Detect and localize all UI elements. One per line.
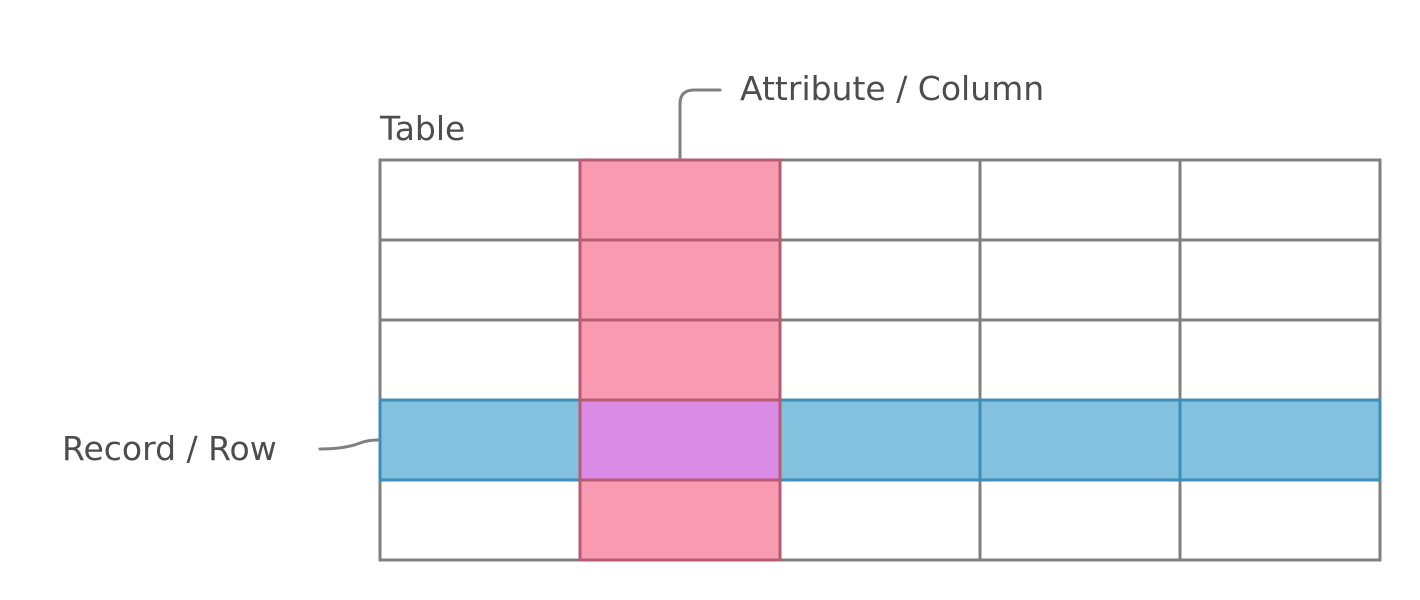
row-cell [978, 398, 1182, 482]
table-cell [778, 318, 982, 402]
table-cell [978, 238, 1182, 322]
table-cell [378, 158, 582, 242]
column-cell [578, 238, 782, 322]
table-cell [1178, 318, 1382, 402]
table-cell [978, 318, 1182, 402]
table-cell [978, 158, 1182, 242]
table-cell [978, 478, 1182, 562]
column-label: Attribute / Column [740, 69, 1044, 108]
column-connector-line [678, 88, 722, 160]
row-connector-line [318, 438, 380, 451]
intersection-cell [578, 398, 782, 482]
table-cell [778, 158, 982, 242]
row-cell-outline [1178, 398, 1382, 482]
table-cell [378, 318, 582, 402]
table-cell [1178, 478, 1382, 562]
table-cell [378, 478, 582, 562]
table-cell [778, 478, 982, 562]
table-cell [378, 238, 582, 322]
table-cell [1178, 238, 1382, 322]
row-label: Record / Row [62, 429, 277, 468]
table-label: Table [379, 109, 465, 148]
column-cell [578, 478, 782, 562]
table-cell [778, 238, 982, 322]
row-cell [778, 398, 982, 482]
table-cell [1178, 158, 1382, 242]
row-cell [378, 398, 582, 482]
column-cell [578, 318, 782, 402]
column-cell-outline [578, 478, 782, 562]
table-grid [378, 158, 1382, 562]
column-cell [578, 158, 782, 242]
row-cell [1178, 398, 1382, 482]
